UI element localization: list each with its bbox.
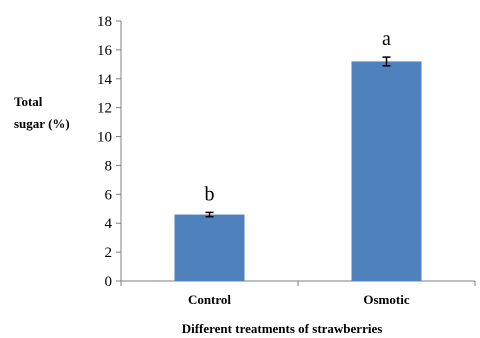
y-tick-label-3: 6 [105,187,113,203]
labels: b Control a Osmotic [188,28,410,307]
significance-label-control: b [205,183,215,205]
bar-control [174,214,245,281]
y-tick-label-8: 16 [97,43,113,59]
y-axis-title-line1: Total [14,94,43,109]
y-axis-title-line2: sugar (%) [14,116,70,131]
y-tick-label-0: 0 [105,274,113,290]
y-tick-label-9: 18 [97,14,112,30]
x-axis-title: Different treatments of strawberries [182,321,383,336]
x-tick-label-control: Control [188,292,231,307]
y-tick-label-2: 4 [105,216,113,232]
y-tick-label-1: 2 [105,245,113,261]
significance-label-osmotic: a [382,28,391,50]
bar-osmotic [351,61,422,281]
y-axis: 0 2 4 6 8 10 12 14 16 18 [97,14,122,290]
bars [174,56,422,281]
x-axis [120,280,476,286]
y-tick-label-7: 14 [97,72,113,88]
y-tick-label-6: 12 [97,101,112,117]
y-tick-label-5: 10 [97,130,112,146]
x-tick-label-osmotic: Osmotic [363,292,409,307]
y-tick-label-4: 8 [105,158,113,174]
